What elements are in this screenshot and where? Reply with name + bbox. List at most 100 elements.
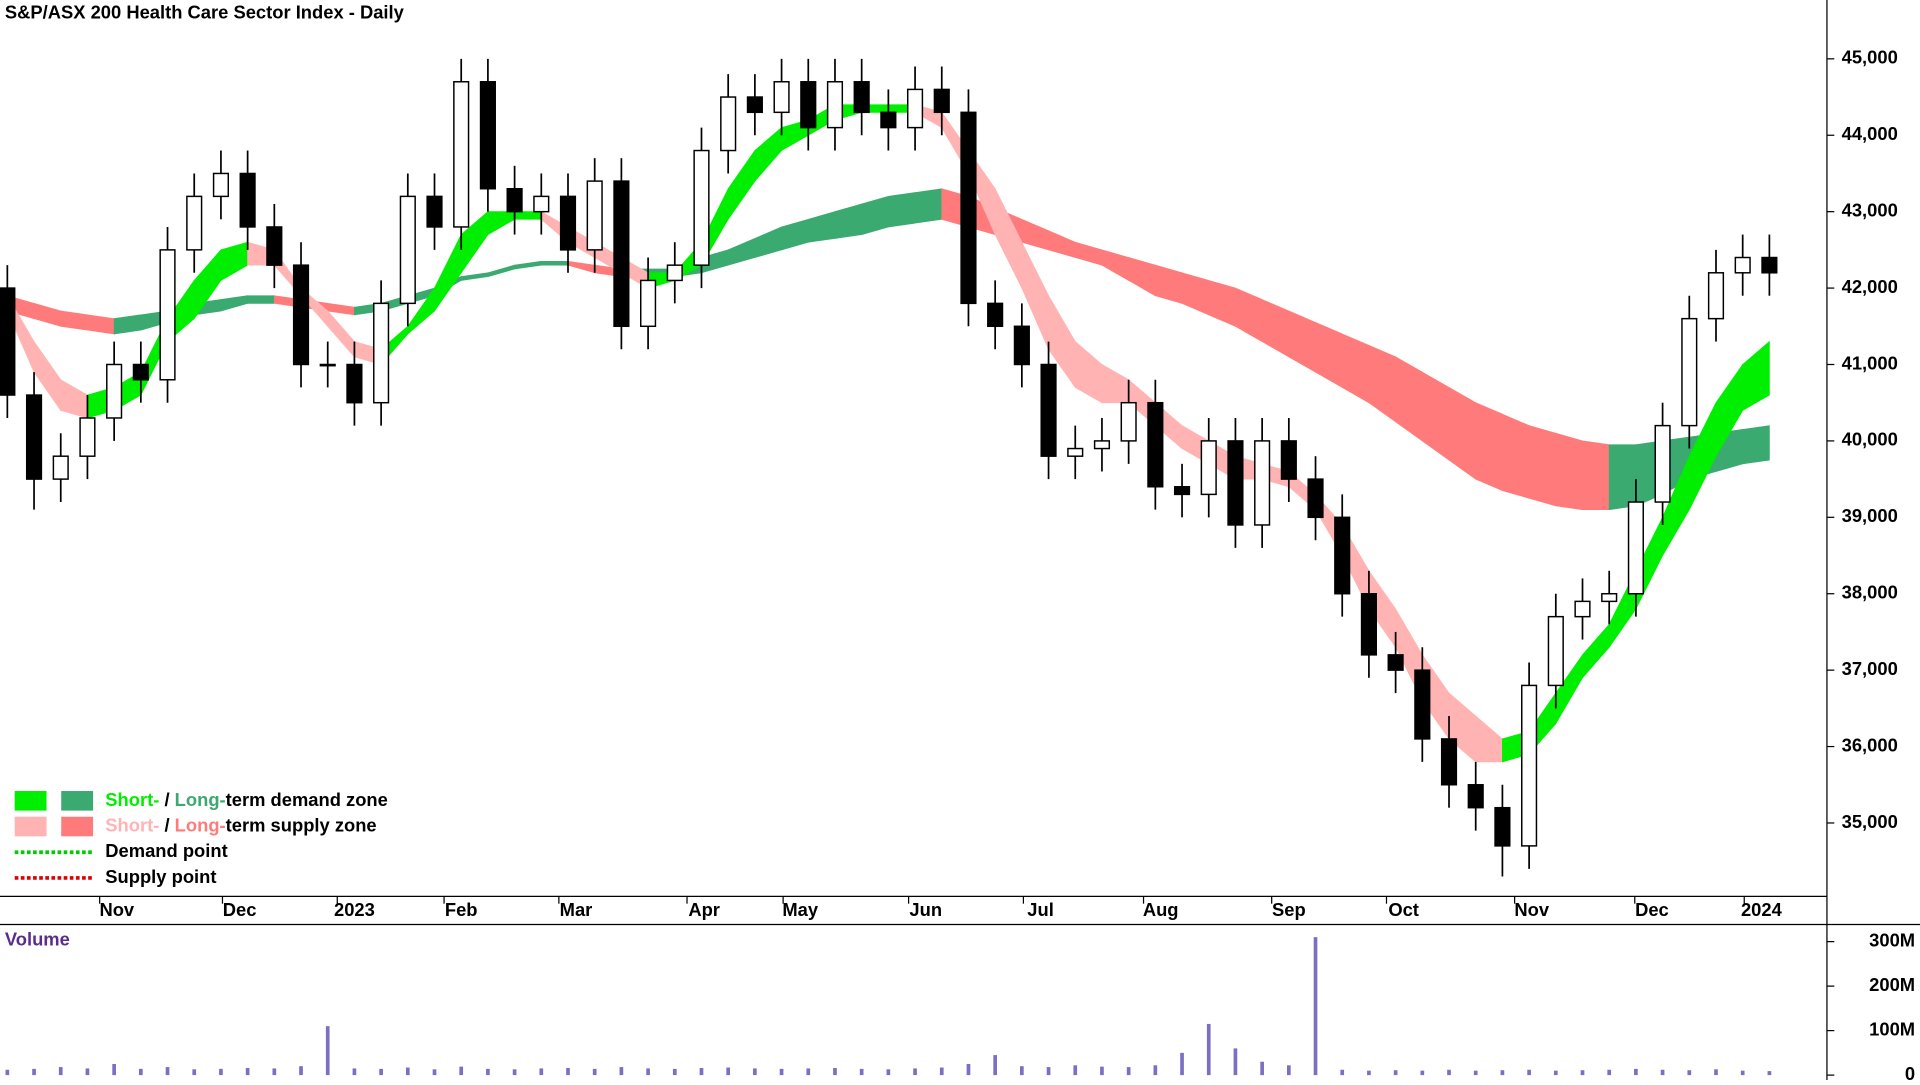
candle-body (1601, 592, 1618, 603)
volume-bar (592, 1068, 597, 1076)
candle-body (960, 111, 977, 305)
volume-bar (1634, 1068, 1638, 1076)
long-zone-segment (861, 195, 889, 236)
volume-tick-label: 100M (1869, 1018, 1915, 1039)
candle-body (1654, 424, 1671, 503)
volume-bar (58, 1067, 63, 1076)
candle-body (1387, 654, 1404, 671)
volume-tick-label: 0 (1905, 1063, 1915, 1080)
x-tick-label: Jun (909, 899, 942, 920)
zones (6, 104, 1770, 763)
volume-bar (779, 1068, 784, 1076)
candle-body (1494, 806, 1511, 847)
long-zone-segment (1261, 298, 1290, 358)
long-zone-segment (1582, 440, 1610, 511)
volume-bar (432, 1069, 437, 1076)
volume-bar (1580, 1070, 1585, 1076)
candle-body (800, 81, 817, 129)
chart-title: S&P/ASX 200 Health Care Sector Index - D… (5, 1, 405, 22)
volume-bar (1660, 1069, 1665, 1076)
candle-body (880, 111, 897, 129)
candle-body (853, 81, 870, 114)
volume-bar (1126, 1067, 1131, 1076)
legend-part: Short- (105, 789, 159, 810)
volume-bar (1260, 1061, 1264, 1076)
candle-body (159, 249, 176, 381)
long-zone-segment (1742, 425, 1770, 465)
volume-bar (1740, 1070, 1745, 1076)
volume-bar (1393, 1070, 1398, 1076)
short-zone-segment (994, 188, 1023, 289)
candle-body (1307, 478, 1324, 519)
volume-bar (1714, 1069, 1718, 1076)
volume-bar (913, 1068, 917, 1076)
volume-bar (325, 1026, 330, 1076)
candles (0, 58, 1778, 1076)
volume-bar (272, 1068, 277, 1076)
volume-bar (379, 1068, 383, 1076)
long-zone-segment (1101, 249, 1130, 282)
candle-body (1067, 447, 1084, 457)
long-zone-segment (327, 302, 355, 316)
volume-bar (993, 1055, 997, 1076)
long-zone-segment (754, 226, 782, 258)
candle-body (1707, 272, 1725, 320)
axes: 35,000 36,000 37,000 38,000 39,000 40,000 41,0… (99, 47, 1915, 1084)
volume-bar (1180, 1052, 1184, 1076)
candle-body (720, 96, 737, 152)
long-zone-segment (1421, 371, 1450, 461)
volume-bar (1046, 1067, 1051, 1076)
candle-body (1467, 784, 1484, 809)
legend-part: term supply zone (226, 814, 377, 835)
long-zone-segment (567, 260, 596, 274)
volume-bar (1767, 1071, 1772, 1076)
volume-bar (219, 1068, 223, 1076)
candle-body (373, 302, 390, 404)
legend-label: Demand point (105, 840, 227, 861)
candle-body (773, 81, 790, 114)
short-zone-segment (514, 211, 542, 220)
long-zone-segment (87, 314, 115, 335)
volume-bar (165, 1067, 170, 1076)
volume-bar (1233, 1048, 1238, 1076)
x-tick-label: Sep (1272, 899, 1306, 920)
long-zone-segment (1074, 241, 1103, 266)
legend-part: Long- (175, 789, 226, 810)
x-tick-label: 2024 (1741, 899, 1783, 920)
long-zone-segment (1502, 413, 1530, 499)
volume-bar (1286, 1065, 1291, 1076)
volume-bar (886, 1069, 891, 1076)
candle-body (266, 226, 283, 266)
long-zone-segment (1608, 444, 1637, 511)
candle-body (746, 96, 763, 114)
legend-part: Short- (105, 814, 159, 835)
long-zone-segment (113, 314, 142, 335)
long-zone-segment (781, 218, 809, 251)
long-zone-segment (1555, 432, 1583, 511)
candle-body (1200, 440, 1217, 496)
volume-tick-label: 300M (1869, 929, 1915, 950)
volume-bar (672, 1068, 677, 1076)
candle-body (506, 188, 523, 213)
long-zone-segment (888, 192, 916, 228)
candle-body (1120, 401, 1137, 442)
volume-bar (939, 1067, 944, 1076)
short-zone-segment (434, 234, 462, 313)
y-tick-label: 40,000 (1842, 429, 1898, 450)
volume-bar (32, 1068, 36, 1076)
legend-part: / (159, 814, 174, 835)
candle-body (586, 180, 603, 251)
candle-body (1254, 440, 1271, 526)
candle-body (1360, 592, 1378, 656)
volume-bar (806, 1068, 811, 1076)
x-tick-label: Mar (560, 899, 593, 920)
volume-bar (1073, 1065, 1078, 1076)
volume-bar (1020, 1066, 1024, 1076)
y-tick-label: 35,000 (1842, 811, 1898, 832)
x-tick-label: Nov (1514, 899, 1549, 920)
long-zone-segment (1448, 386, 1477, 480)
volume-bar (1553, 1070, 1558, 1076)
volume-bar (726, 1067, 731, 1076)
candle-body (319, 363, 336, 367)
